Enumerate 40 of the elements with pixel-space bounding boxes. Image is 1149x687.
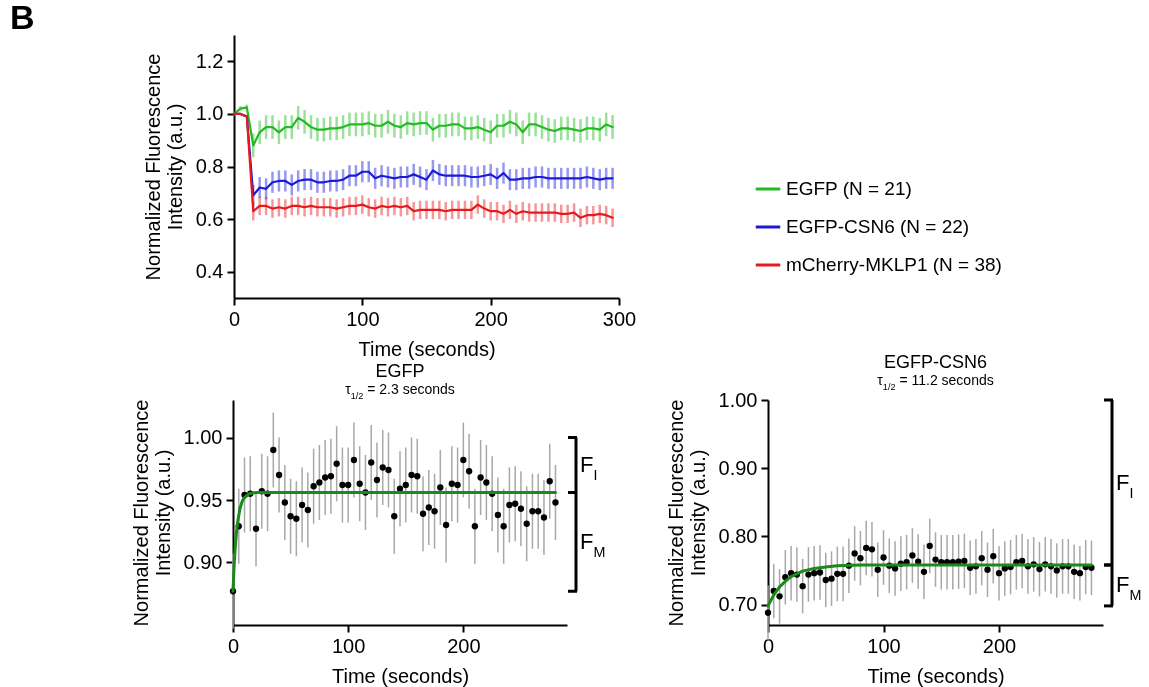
x-tick-label: 100 (346, 307, 380, 330)
text: F$_{I}$ (1116, 469, 1134, 501)
y-tick-label: 0.80 (718, 524, 758, 547)
x-tick-label: 0 (227, 634, 240, 657)
x-tick-label: 0 (762, 634, 775, 657)
text: B (10, 0, 35, 36)
text: F$_{I}$ (580, 452, 598, 483)
y-tick-label: 0.4 (195, 260, 224, 283)
chart-subtitle: τ$_{1/2}$ = 11.2 seconds (877, 372, 994, 392)
y-axis-title: Normalized Fluorescence Intensity (a.u.) (141, 53, 186, 281)
text: F$_{M}$ (580, 528, 606, 560)
legend-label: mCherry-MKLP1 (N = 38) (786, 254, 1002, 275)
text: F$_{M}$ (1116, 572, 1142, 604)
y-tick-label: 0.90 (183, 551, 223, 573)
x-tick-label: 300 (602, 307, 637, 330)
x-axis-title: Time (seconds) (331, 664, 470, 687)
y-tick-label: 0.8 (195, 155, 224, 177)
y-tick-label: 0.70 (718, 593, 758, 616)
x-tick-label: 100 (867, 634, 901, 657)
y-tick-label: 0.95 (183, 488, 223, 511)
x-axis-title: Time (seconds) (358, 337, 496, 360)
y-axis-title: Normalized Fluorescence Intensity (a.u.) (129, 399, 174, 627)
legend-label: EGFP (N = 21) (786, 178, 912, 199)
y-axis-title: Normalized Fluorescence Intensity (a.u.) (664, 399, 709, 627)
x-axis-title: Time (seconds) (867, 664, 1005, 687)
x-tick-label: 200 (447, 634, 481, 657)
y-tick-label: 0.90 (718, 456, 758, 479)
y-tick-label: 1.0 (195, 102, 224, 125)
legend-label: EGFP-CSN6 (N = 22) (786, 216, 970, 237)
chart-subtitle: τ$_{1/2}$ = 2.3 seconds (345, 381, 455, 402)
y-tick-label: 1.00 (718, 388, 758, 411)
chart-title: EGFP (375, 361, 425, 382)
y-tick-label: 1.2 (195, 49, 224, 72)
y-tick-label: 0.6 (195, 207, 224, 230)
chart-title: EGFP-CSN6 (883, 352, 988, 372)
x-tick-label: 100 (331, 634, 366, 657)
y-tick-label: 1.00 (183, 426, 223, 448)
x-tick-label: 0 (228, 307, 241, 330)
x-tick-label: 200 (474, 307, 508, 330)
x-tick-label: 200 (982, 634, 1017, 657)
